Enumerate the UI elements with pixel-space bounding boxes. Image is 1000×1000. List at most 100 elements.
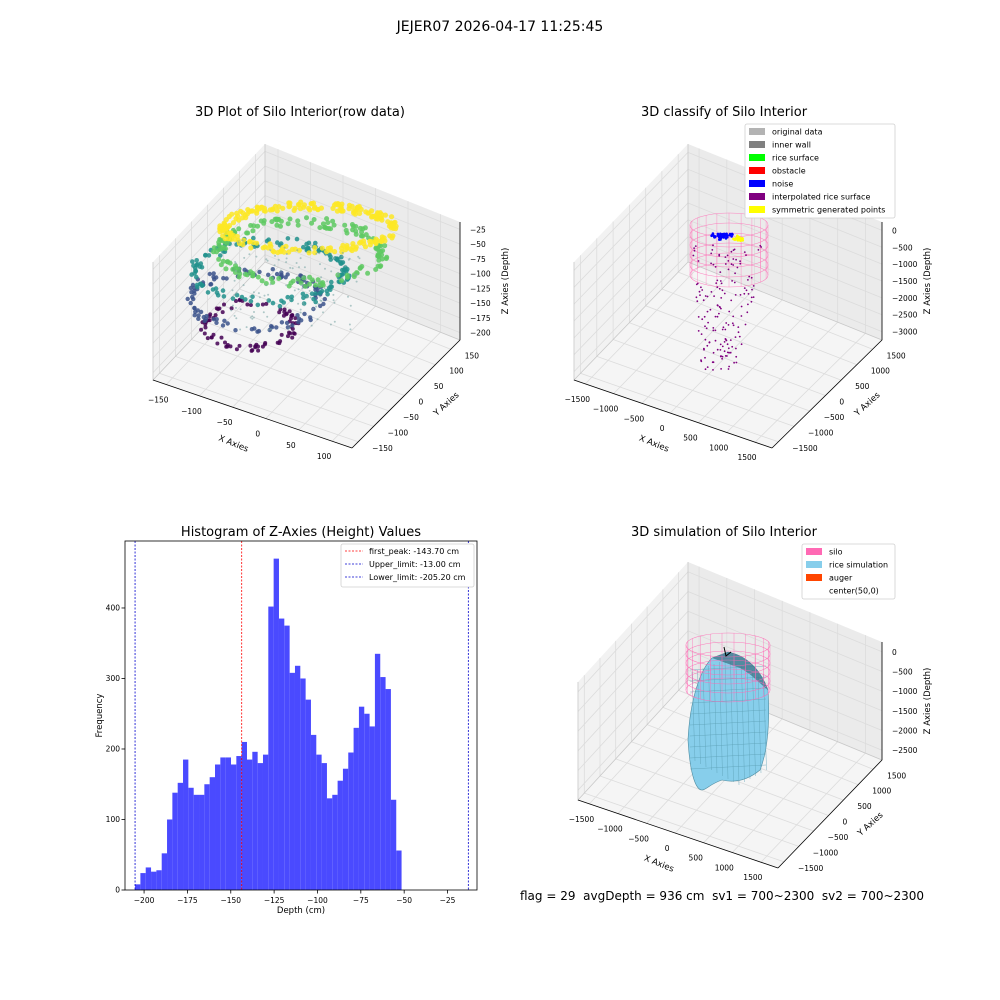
hist-bar bbox=[231, 764, 237, 890]
sim-x-axis-label: X Axies bbox=[642, 854, 675, 875]
raw-point bbox=[270, 248, 276, 254]
cls-y-tick-label: 0 bbox=[839, 398, 844, 407]
hist-bar bbox=[246, 759, 253, 890]
raw-point bbox=[285, 257, 288, 260]
sim-x-tick-label: −1500 bbox=[569, 815, 595, 824]
cls-interpolated-point bbox=[720, 307, 722, 310]
raw-point bbox=[268, 276, 274, 282]
raw-point bbox=[328, 226, 334, 232]
raw-point bbox=[363, 232, 369, 238]
raw-point bbox=[306, 240, 312, 246]
hist-bar bbox=[305, 699, 311, 890]
cls-interpolated-point bbox=[720, 282, 723, 285]
cls-interpolated-point bbox=[739, 294, 742, 296]
hist-bar bbox=[380, 677, 386, 890]
raw-point bbox=[375, 216, 381, 222]
raw-point bbox=[329, 279, 334, 285]
sim-surface-mesh bbox=[689, 764, 767, 770]
raw-point bbox=[307, 274, 313, 280]
cls-interpolated-point bbox=[740, 315, 743, 317]
cls-interpolated-point bbox=[716, 279, 719, 282]
cls-x-tick-label: −500 bbox=[624, 414, 645, 423]
sim-x-axis-line bbox=[577, 799, 779, 869]
hist-bar bbox=[220, 757, 226, 890]
raw-y-axis-line bbox=[351, 339, 461, 449]
raw-point bbox=[259, 204, 265, 210]
raw-point bbox=[269, 328, 272, 331]
raw-point bbox=[225, 321, 230, 326]
raw-point bbox=[229, 211, 235, 217]
cls-interpolated-point bbox=[735, 361, 738, 364]
raw-point bbox=[253, 344, 258, 349]
cls-interpolated-point bbox=[714, 266, 717, 268]
raw-point bbox=[324, 288, 330, 294]
raw-x-tick-label: 100 bbox=[317, 452, 332, 461]
cls-interpolated-point bbox=[743, 251, 746, 254]
raw-point bbox=[235, 237, 241, 243]
cls-interpolated-point bbox=[708, 341, 711, 343]
hist-bar bbox=[188, 787, 194, 890]
cls-interpolated-point bbox=[696, 300, 699, 303]
raw-point bbox=[285, 221, 291, 227]
raw-point bbox=[188, 300, 193, 306]
cls-interpolated-point bbox=[693, 249, 696, 252]
raw-point bbox=[255, 223, 261, 229]
cls-legend-swatch bbox=[749, 180, 765, 187]
cls-noise-point bbox=[716, 233, 720, 237]
cls-interpolated-point bbox=[747, 293, 750, 295]
raw-point bbox=[341, 255, 344, 258]
sim-z-tick-label: 0 bbox=[892, 648, 897, 657]
raw-point bbox=[373, 236, 379, 242]
raw-point bbox=[349, 328, 352, 331]
raw-point bbox=[222, 302, 226, 307]
raw-point bbox=[317, 225, 323, 231]
cls-interpolated-point bbox=[744, 323, 747, 326]
raw-point bbox=[194, 274, 199, 280]
raw-point bbox=[345, 266, 350, 272]
raw-point bbox=[230, 309, 233, 312]
sim-z-axis-label: Z Axies (Depth) bbox=[923, 668, 933, 735]
raw-point bbox=[258, 296, 261, 299]
sim-x-tick-label: 500 bbox=[689, 854, 704, 863]
raw-point bbox=[257, 292, 260, 295]
raw-point bbox=[235, 292, 238, 295]
raw-point bbox=[252, 291, 255, 294]
cls-interpolated-point bbox=[701, 289, 704, 291]
raw-point bbox=[338, 245, 345, 251]
cls-interpolated-point bbox=[759, 244, 762, 247]
raw-point bbox=[235, 317, 238, 320]
raw-point bbox=[220, 323, 226, 328]
raw-point bbox=[308, 289, 311, 292]
raw-point bbox=[357, 225, 363, 231]
raw-point bbox=[204, 313, 209, 319]
raw-point bbox=[267, 328, 270, 331]
cls-z-tick-label: −1500 bbox=[892, 277, 918, 286]
cls-interpolated-point bbox=[706, 344, 709, 347]
cls-interpolated-point bbox=[760, 246, 763, 248]
plot-3d-simulation: 3D simulation of Silo Interior −1500−100… bbox=[569, 525, 933, 882]
cls-y-tick-label: −1500 bbox=[792, 444, 818, 453]
cls-z-axis-label: Z Axies (Depth) bbox=[923, 248, 933, 315]
raw-point bbox=[235, 262, 237, 265]
sim-surface-mesh bbox=[741, 665, 745, 783]
cls-x-tick-label: −1500 bbox=[565, 395, 591, 404]
raw-point bbox=[270, 300, 276, 306]
raw-point bbox=[278, 339, 283, 344]
raw-point bbox=[324, 216, 330, 222]
hist-bar bbox=[156, 870, 162, 890]
sim-surface-mesh bbox=[757, 671, 762, 774]
cls-x-axis-label: X Axies bbox=[637, 434, 670, 455]
raw-z-tick-label: −150 bbox=[470, 299, 491, 308]
raw-point bbox=[313, 282, 319, 288]
cls-interpolated-point bbox=[720, 355, 722, 357]
sim-y-axis-label: Y Axies bbox=[855, 810, 886, 839]
raw-point bbox=[285, 253, 288, 255]
cls-interpolated-point bbox=[730, 250, 733, 253]
raw-point bbox=[285, 236, 291, 241]
cls-interpolated-point bbox=[734, 336, 737, 338]
raw-point bbox=[291, 267, 294, 270]
cls-noise-point bbox=[710, 234, 713, 238]
raw-point bbox=[234, 292, 240, 298]
raw-point bbox=[321, 301, 326, 307]
raw-point bbox=[339, 278, 345, 284]
